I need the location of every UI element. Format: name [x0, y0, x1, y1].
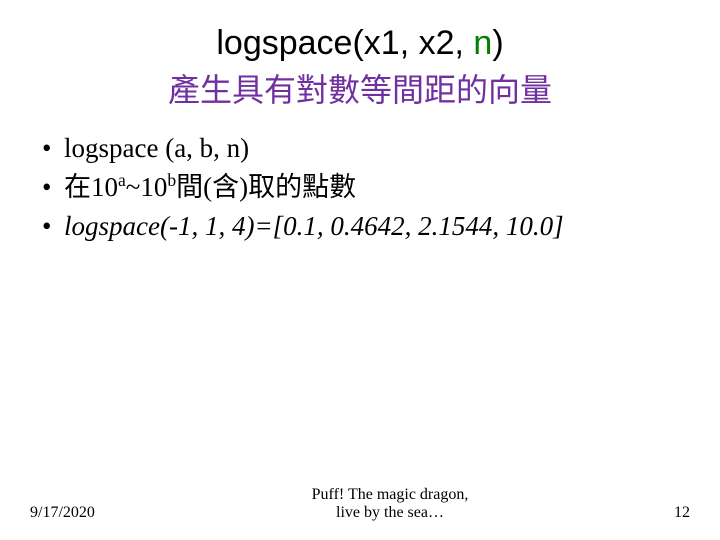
title-subtitle: 產生具有對數等間距的向量 — [30, 65, 690, 111]
footer-center-line2: live by the sea… — [150, 504, 630, 522]
slide-container: logspace(x1, x2, n) 產生具有對數等間距的向量 • logsp… — [0, 0, 720, 540]
b1-sup2: b — [167, 170, 176, 190]
b1-pre: 在10 — [64, 172, 118, 202]
footer-center-line1: Puff! The magic dragon, — [150, 486, 630, 504]
b1-sup1: a — [118, 170, 126, 190]
bullet-item: • 在10a~10b間(含)取的點數 — [38, 168, 690, 207]
bullet-item: • logspace(-1, 1, 4)=[0.1, 0.4642, 2.154… — [38, 207, 690, 246]
bullet-dot: • — [38, 129, 64, 168]
b1-mid: ~10 — [126, 172, 168, 202]
title-block: logspace(x1, x2, n) 產生具有對數等間距的向量 — [30, 24, 690, 111]
bullet-text: logspace (a, b, n) — [64, 129, 690, 168]
footer: 9/17/2020 Puff! The magic dragon, live b… — [0, 486, 720, 522]
title-line1: logspace(x1, x2, n) — [30, 24, 690, 63]
footer-center: Puff! The magic dragon, live by the sea… — [150, 486, 630, 522]
bullet-list: • logspace (a, b, n) • 在10a~10b間(含)取的點數 … — [38, 129, 690, 246]
title-part1: logspace(x1, x2, — [216, 24, 473, 62]
bullet-text: 在10a~10b間(含)取的點數 — [64, 168, 690, 207]
bullet-text: logspace(-1, 1, 4)=[0.1, 0.4642, 2.1544,… — [64, 207, 690, 246]
title-n: n — [473, 24, 492, 62]
footer-date: 9/17/2020 — [30, 504, 150, 522]
b1-post: 間(含)取的點數 — [176, 172, 356, 202]
footer-page: 12 — [630, 504, 690, 522]
title-part2: ) — [492, 24, 503, 62]
bullet-item: • logspace (a, b, n) — [38, 129, 690, 168]
bullet-dot: • — [38, 207, 64, 246]
bullet-dot: • — [38, 168, 64, 207]
